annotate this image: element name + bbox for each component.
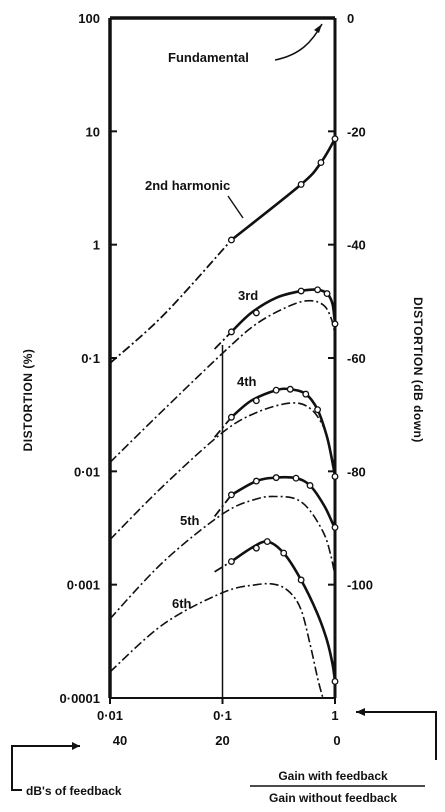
db-feedback-arrowhead — [72, 742, 80, 750]
series-line-no-feedback — [109, 582, 324, 699]
series-label: 5th — [180, 513, 200, 528]
data-point — [252, 309, 260, 317]
series-layer: 2nd harmonic 3rd 4th 5th 6th — [109, 135, 339, 699]
series-label: 6th — [172, 596, 192, 611]
fundamental-label: Fundamental — [168, 50, 249, 65]
fundamental-arrowhead — [314, 24, 322, 33]
y-tick-label: 10 — [86, 124, 100, 139]
data-point — [297, 180, 305, 188]
data-point — [302, 390, 310, 398]
data-point — [317, 159, 325, 167]
y-tick-label: 100 — [78, 11, 100, 26]
data-point — [263, 538, 271, 546]
y2-tick-label: -40 — [347, 238, 366, 253]
x-tick-label: 0·1 — [213, 708, 232, 723]
series-line-no-feedback — [109, 299, 336, 463]
series-4: 6th — [109, 538, 339, 699]
data-point — [227, 236, 235, 244]
x-tick-label: 0·01 — [97, 708, 123, 723]
series-line-extrapolated — [109, 239, 233, 364]
data-point — [297, 576, 305, 584]
x-tick-label: 1 — [331, 708, 338, 723]
series-line-with-feedback — [230, 288, 337, 333]
gain-ratio-denominator: Gain without feedback — [269, 791, 397, 805]
series-leader-line — [227, 195, 244, 219]
y2-tick-label: -100 — [347, 578, 373, 593]
data-point — [314, 286, 322, 294]
series-label: 3rd — [238, 288, 258, 303]
y-tick-label: 0·1 — [81, 351, 100, 366]
data-point — [331, 677, 339, 685]
series-label: 4th — [237, 374, 257, 389]
data-point — [331, 523, 339, 531]
gain-ratio-arrowhead — [356, 708, 365, 716]
data-point — [297, 287, 305, 295]
y-axis-title: DISTORTION (%) — [21, 349, 35, 452]
y2-tick-label: -20 — [347, 124, 366, 139]
series-label: 2nd harmonic — [145, 178, 230, 193]
data-point — [227, 558, 235, 565]
series-0: 2nd harmonic — [109, 135, 339, 364]
data-point — [227, 491, 235, 499]
data-point — [280, 549, 288, 557]
y2-tick-label: 0 — [347, 11, 354, 26]
ticks-layer: 1001010·10·010·0010·00010-20-40-60-80-10… — [60, 11, 374, 748]
data-point — [227, 328, 235, 336]
series-line-with-feedback — [230, 387, 337, 477]
y-tick-label: 0·0001 — [60, 691, 100, 706]
data-point — [286, 385, 294, 393]
series-2: 4th — [109, 374, 339, 541]
data-point — [314, 406, 322, 414]
data-point — [272, 386, 280, 394]
y2-tick-label: -60 — [347, 351, 366, 366]
data-point — [323, 290, 331, 298]
y-tick-label: 0·01 — [74, 464, 100, 479]
y2-axis-title: DISTORTION (dB down) — [411, 297, 425, 443]
data-point — [331, 135, 339, 143]
data-point — [227, 413, 235, 421]
data-point — [252, 544, 260, 552]
y-tick-label: 0·001 — [67, 578, 100, 593]
series-line-with-feedback — [230, 540, 337, 682]
gain-ratio-bracket — [356, 711, 437, 760]
x-db-tick-label: 40 — [113, 733, 127, 748]
series-line-with-feedback — [230, 475, 337, 529]
data-point — [252, 397, 260, 405]
db-feedback-label: dB's of feedback — [26, 784, 122, 798]
y2-tick-label: -80 — [347, 464, 366, 479]
data-point — [272, 474, 280, 482]
plot-frame — [108, 16, 337, 699]
data-point — [306, 482, 314, 489]
y-tick-label: 1 — [93, 238, 100, 253]
db-feedback-bracket — [11, 745, 80, 791]
data-point — [331, 320, 339, 328]
series-line-no-feedback — [109, 495, 336, 620]
series-3: 5th — [109, 474, 339, 620]
data-point — [292, 474, 300, 482]
data-point — [252, 477, 260, 485]
x-db-tick-label: 20 — [215, 733, 229, 748]
x-db-tick-label: 0 — [333, 733, 340, 748]
data-point — [331, 473, 339, 480]
series-1: 3rd — [109, 286, 339, 463]
gain-ratio-numerator: Gain with feedback — [278, 769, 388, 783]
series-line-with-feedback — [230, 138, 337, 242]
labels-layer: DISTORTION (%) DISTORTION (dB down) Fundam… — [11, 23, 437, 805]
